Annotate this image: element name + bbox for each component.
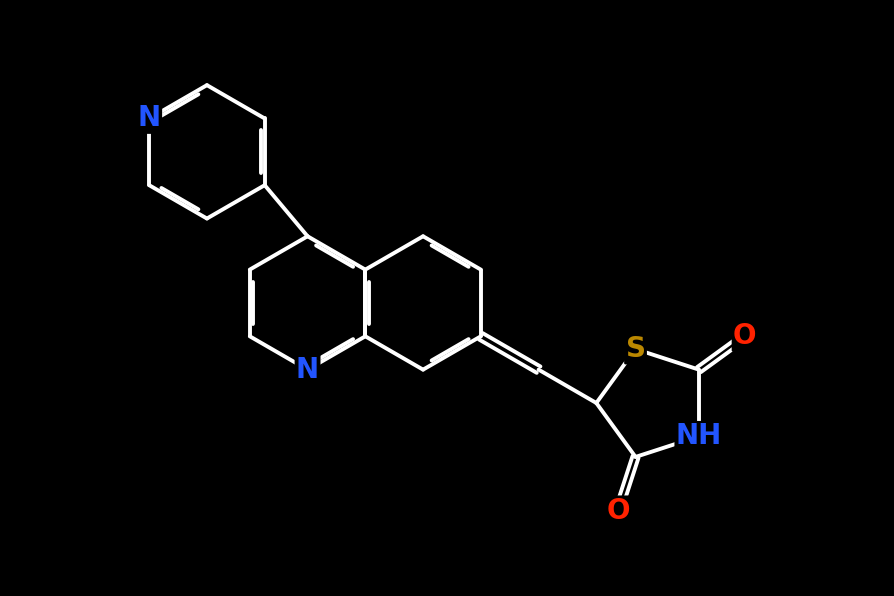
Text: O: O <box>733 322 756 350</box>
Text: N: N <box>138 104 161 132</box>
Text: S: S <box>626 335 645 363</box>
Text: N: N <box>296 356 319 384</box>
Text: O: O <box>606 497 629 525</box>
Text: NH: NH <box>676 423 722 451</box>
